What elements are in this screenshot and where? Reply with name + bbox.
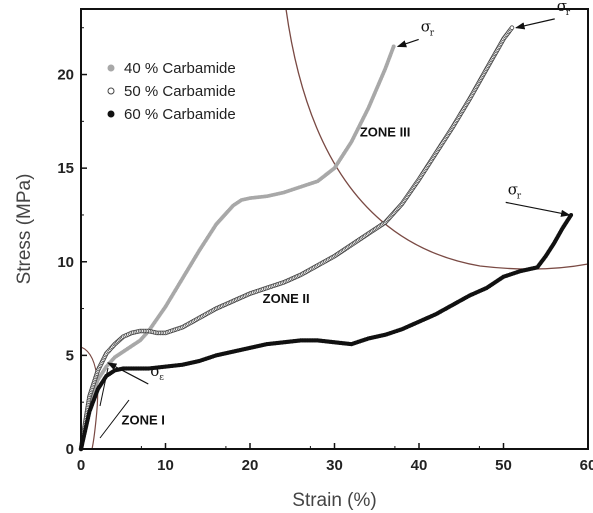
x-axis-label: Strain (%)	[292, 490, 376, 511]
axis-ticks: 0 10 20 30 40 50 60 0 5 10 15 20	[57, 27, 593, 474]
sigma-subscript: r	[566, 8, 571, 18]
x-tick-label: 0	[77, 457, 85, 474]
series-layer	[78, 25, 574, 452]
sigma-annotation: σ	[508, 180, 518, 198]
legend: 40 % Carbamide 50 % Carbamide 60 % Carbami…	[107, 60, 236, 123]
annotation-arrow	[515, 18, 555, 30]
legend-marker	[107, 87, 115, 95]
zone-boundary-arc-small	[80, 346, 99, 450]
x-tick-label: 30	[326, 457, 343, 474]
sigma-annotation: σ	[150, 362, 160, 380]
legend-label: 60 % Carbamide	[124, 106, 236, 123]
series-2	[78, 25, 515, 452]
data-point	[391, 44, 396, 49]
y-tick-label: 15	[57, 160, 74, 177]
data-point	[569, 212, 574, 217]
zone-i-tangent-line	[99, 399, 130, 439]
y-tick-label: 5	[66, 347, 74, 364]
zone-label: ZONE II	[263, 291, 310, 306]
annotation-arrow	[505, 201, 571, 217]
sigma-annotation: σ	[421, 17, 431, 35]
x-tick-label: 60	[580, 457, 593, 474]
x-tick-label: 40	[411, 457, 428, 474]
data-point	[509, 25, 515, 31]
x-tick-label: 10	[157, 457, 174, 474]
zone-boundary-arc-large	[285, 8, 589, 270]
series-3	[78, 212, 574, 452]
annotation-arrow	[396, 38, 419, 48]
y-tick-label: 0	[66, 441, 74, 458]
y-axis-label: Stress (MPa)	[14, 174, 35, 285]
zone-label: ZONE III	[360, 124, 411, 139]
legend-label: 40 % Carbamide	[124, 60, 236, 77]
sigma-subscript: r	[430, 28, 435, 38]
sigma-annotation: σ	[557, 0, 567, 15]
legend-marker	[107, 110, 115, 118]
zone-label: ZONE I	[122, 413, 165, 428]
sigma-subscript: r	[517, 191, 522, 201]
y-tick-label: 20	[57, 67, 74, 84]
y-tick-label: 10	[57, 254, 74, 271]
legend-marker	[107, 64, 115, 72]
x-tick-label: 50	[495, 457, 512, 474]
sigma-subscript: ε	[159, 373, 164, 383]
annotation-arrow	[106, 362, 149, 385]
x-tick-label: 20	[242, 457, 259, 474]
legend-label: 50 % Carbamide	[124, 83, 236, 100]
